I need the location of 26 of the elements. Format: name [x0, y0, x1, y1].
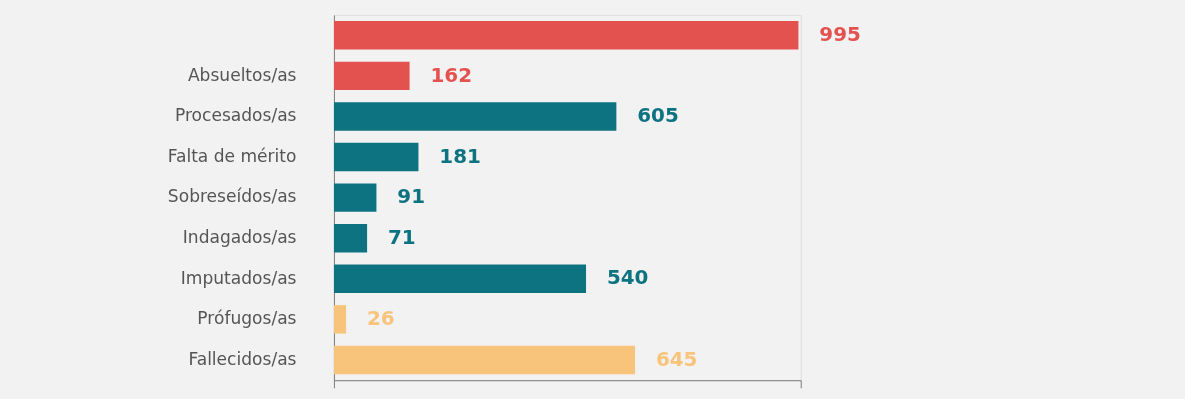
data-label: 71: [387, 225, 416, 249]
data-label: 26: [366, 307, 395, 331]
y-tick-label: Fallecidos/as: [188, 348, 297, 369]
y-tick-label: Prófugos/as: [197, 308, 297, 329]
bar: [333, 102, 617, 131]
y-tick-label: Imputados/as: [180, 267, 297, 288]
data-label: 645: [655, 347, 698, 371]
y-tick-label: Procesados/as: [174, 105, 297, 126]
bar: [333, 61, 410, 91]
bar: [333, 183, 377, 212]
y-tick-label: Falta de mérito: [167, 145, 297, 166]
data-label: 162: [430, 63, 473, 87]
bar: [333, 142, 419, 172]
bar: [333, 305, 347, 334]
y-tick-label: Absueltos/as: [187, 64, 297, 85]
bar: [333, 223, 368, 253]
data-label: 91: [397, 185, 426, 209]
data-label: 995: [819, 22, 861, 46]
bar: [333, 345, 636, 375]
bar: [333, 21, 799, 50]
y-tick-label: Sobreseídos/as: [167, 186, 297, 207]
bar: [333, 264, 587, 293]
data-label: 540: [606, 266, 649, 290]
y-tick-label: Indagados/as: [182, 226, 297, 247]
data-label: 605: [637, 104, 679, 128]
data-label: 181: [439, 144, 481, 168]
